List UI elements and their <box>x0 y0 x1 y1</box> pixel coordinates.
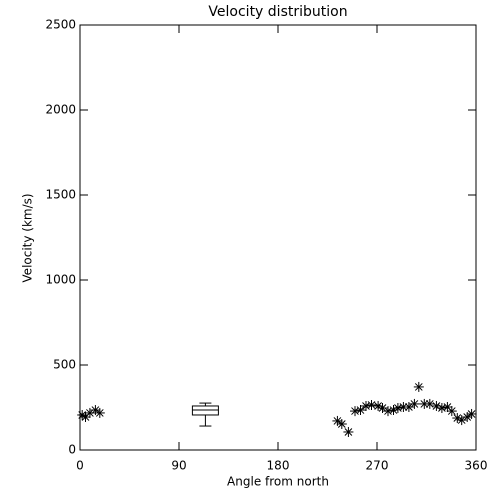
point-stroke <box>86 409 94 417</box>
point-stroke <box>432 402 441 410</box>
point <box>419 398 430 409</box>
point-stroke <box>438 404 446 412</box>
point-stroke <box>447 407 456 415</box>
point-stroke <box>337 420 346 428</box>
point-stroke <box>410 400 419 408</box>
chart-title: Velocity distribution <box>208 4 347 20</box>
point-stroke <box>457 416 466 424</box>
point-stroke <box>367 401 376 409</box>
point <box>90 405 101 416</box>
point <box>332 415 343 426</box>
point-stroke <box>384 407 392 415</box>
x-tick-label: 90 <box>171 459 186 473</box>
point-stroke <box>91 406 100 414</box>
point-stroke <box>467 410 476 418</box>
point-stroke <box>344 428 353 436</box>
x-tick-label: 270 <box>366 459 389 473</box>
point <box>94 407 105 418</box>
point-stroke <box>333 417 342 425</box>
point <box>424 398 435 409</box>
point <box>343 426 354 437</box>
point <box>403 401 414 412</box>
point-stroke <box>405 403 413 411</box>
point <box>84 407 95 418</box>
point <box>466 408 477 419</box>
point-stroke <box>351 407 359 415</box>
point <box>409 398 420 409</box>
y-tick-label: 1500 <box>45 188 76 202</box>
y-tick-label: 1000 <box>45 273 76 287</box>
point <box>377 403 388 414</box>
point-stroke <box>453 414 462 422</box>
point <box>413 381 424 392</box>
point-stroke <box>362 402 370 410</box>
point-stroke <box>95 409 104 417</box>
point <box>355 405 366 416</box>
point <box>366 399 377 410</box>
point-stroke <box>399 403 408 411</box>
point-stroke <box>394 404 402 412</box>
plot-frame <box>79 24 477 451</box>
point <box>436 403 447 414</box>
point-stroke <box>414 383 423 391</box>
y-axis-label: Velocity (km/s) <box>21 193 35 282</box>
point-stroke <box>374 402 382 410</box>
point-stroke <box>78 411 87 419</box>
y-tick-label: 0 <box>68 443 76 457</box>
point <box>80 412 91 423</box>
point <box>456 415 467 426</box>
x-tick-label: 180 <box>267 459 290 473</box>
point-stroke <box>356 406 365 414</box>
y-tick-label: 2000 <box>45 103 76 117</box>
point-stroke <box>425 400 434 408</box>
y-tick-label: 2500 <box>45 18 76 32</box>
y-tick-label: 500 <box>53 358 76 372</box>
x-tick-label: 360 <box>465 459 488 473</box>
point-stroke <box>463 413 472 421</box>
x-axis-label: Angle from north <box>227 475 329 489</box>
point-stroke <box>443 403 452 411</box>
point <box>336 418 347 429</box>
point-stroke <box>378 404 387 412</box>
point <box>446 406 457 417</box>
x-tick-label: 0 <box>76 459 84 473</box>
point-stroke <box>420 400 429 408</box>
